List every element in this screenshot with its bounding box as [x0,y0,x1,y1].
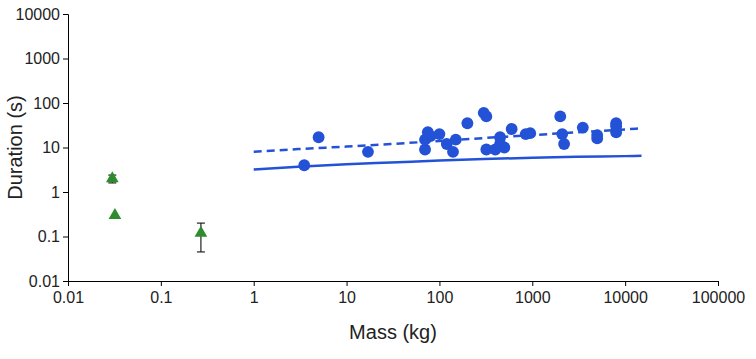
y-tick: 10000 [16,6,69,23]
y-tick-label: 100 [33,95,60,112]
x-tick: 10000 [603,281,648,306]
y-tick-label: 0.1 [38,228,60,245]
x-tick-label: 0.01 [53,289,84,306]
x-tick-mark [625,281,626,286]
x-axis-line [69,282,719,287]
x-tick: 1 [250,281,259,306]
point [554,110,566,122]
x-tick-mark [718,281,719,286]
y-tick: 1000 [24,50,68,67]
x-tick: 0.1 [150,281,172,306]
x-tick-mark [161,281,162,286]
x-tick-mark [254,281,255,286]
line [254,128,642,152]
point [434,128,446,140]
x-axis: 0.01 0.1 1 10 100 1000 10000 100000 [53,281,745,306]
y-tick: 10 [42,139,68,156]
triangle-point [106,171,119,182]
x-tick-label: 1000 [515,289,551,306]
point [506,123,518,135]
x-tick-mark [532,281,533,286]
y-axis-title: Duration (s) [4,95,26,199]
x-tick: 1000 [515,281,551,306]
y-tick-mark [63,237,68,238]
line [254,156,642,170]
series [298,107,622,171]
chart: 0.01 0.1 1 10 100 1000 10000 100000 0.01 0.1 1 10 10… [0,0,756,359]
point [362,146,374,158]
error-bar-cap [197,251,205,252]
marks [106,107,642,252]
y-tick-mark [63,148,68,149]
y-tick-label: 10000 [16,6,61,23]
x-tick-label: 10 [338,289,356,306]
error-bar-cap [108,182,116,183]
point [610,117,622,129]
y-tick: 0.1 [38,228,68,245]
plot: 0.01 0.1 1 10 100 1000 10000 100000 0.01 0.1 1 10 10… [16,6,746,307]
point [558,138,570,150]
y-tick-mark [63,59,68,60]
triangle-point [195,226,208,237]
point [498,142,510,154]
x-tick-label: 100 [427,289,454,306]
series [106,171,207,252]
y-tick-label: 10 [42,139,60,156]
x-tick: 100 [427,281,454,306]
y-tick-label: 1 [51,184,60,201]
y-tick-mark [63,14,68,15]
y-tick-mark [63,103,68,104]
point [447,146,459,158]
x-tick-mark [347,281,348,286]
triangle-point [109,208,122,219]
x-tick-label: 10000 [603,289,648,306]
point [480,110,492,122]
y-tick: 100 [33,95,68,112]
point [524,127,536,139]
point [313,131,325,143]
y-tick: 1 [51,184,68,201]
y-tick-label: 1000 [24,50,60,67]
x-tick: 10 [338,281,356,306]
y-axis-line [63,15,69,282]
x-tick-mark [439,281,440,286]
x-tick-label: 1 [250,289,259,306]
point [461,117,473,129]
x-tick-label: 100000 [692,289,745,306]
y-tick-mark [63,192,68,193]
x-tick: 100000 [692,281,745,306]
error-bar-cap [197,223,205,224]
y-tick-label: 0.01 [29,273,60,290]
y-tick-mark [63,281,68,282]
y-tick: 0.01 [29,273,68,290]
x-axis-title: Mass (kg) [349,321,437,343]
x-tick-label: 0.1 [150,289,172,306]
